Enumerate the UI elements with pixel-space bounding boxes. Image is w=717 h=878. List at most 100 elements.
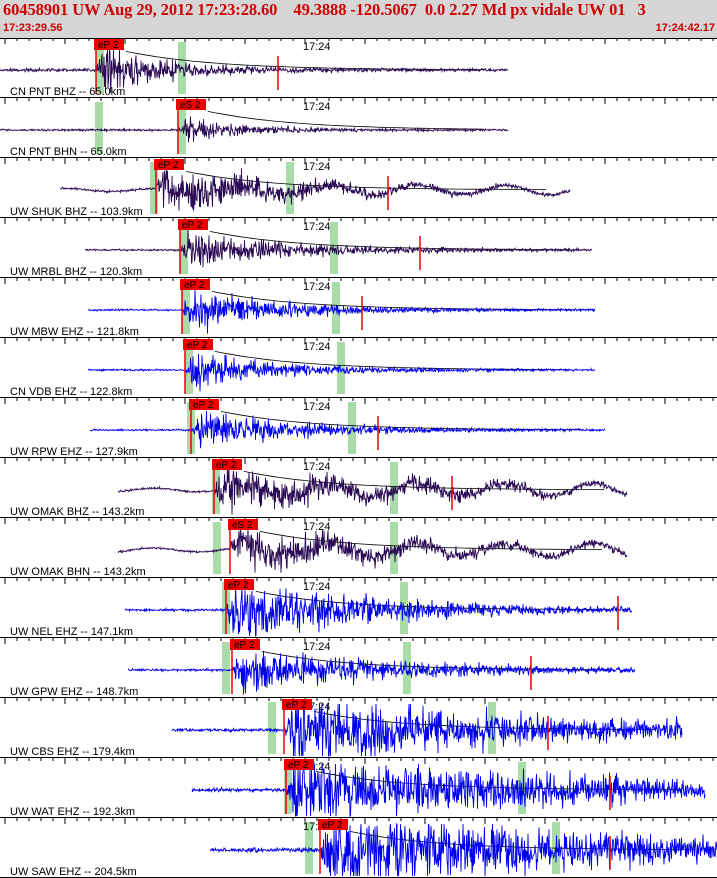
station-label: UW GPW EHZ -- 148.7km xyxy=(10,686,138,698)
pick-window xyxy=(348,402,356,454)
trace-panel[interactable]: 17:24 eP 2 CN PNT BHZ -- 65.0km xyxy=(0,38,717,98)
station-label: UW OMAK BHN -- 143.2km xyxy=(10,566,146,578)
waveform xyxy=(191,763,706,817)
minute-label: 17:24 xyxy=(303,41,331,53)
phase-pick-label: eP 2 xyxy=(182,220,203,231)
minute-label: 17:24 xyxy=(303,401,331,413)
waveform xyxy=(117,527,628,573)
station-label: CN PNT BHN -- 65.0km xyxy=(10,146,127,158)
trace-panel[interactable]: 17:24 eS 2 CN PNT BHN -- 65.0km xyxy=(0,98,717,158)
coda-curve xyxy=(313,711,656,730)
phase-pick-box[interactable] xyxy=(282,699,312,710)
station-label: UW CBS EHZ -- 179.4km xyxy=(10,746,135,758)
station-label: CN VDB EHZ -- 122.8km xyxy=(10,386,132,398)
phase-pick-box[interactable] xyxy=(176,99,206,110)
header-bar: 60458901 UW Aug 29, 2012 17:23:28.60 49.… xyxy=(0,0,717,38)
phase-pick-box[interactable] xyxy=(230,639,260,650)
station-label: CN PNT BHZ -- 65.0km xyxy=(10,86,125,98)
trace-panel[interactable]: 17:24 eP 2 UW NEL EHZ -- 147.1km xyxy=(0,578,717,638)
trace-panel[interactable]: 17:24 eP 2 UW RPW EHZ -- 127.9km xyxy=(0,398,717,458)
phase-pick-box[interactable] xyxy=(189,399,219,410)
phase-pick-label: eP 2 xyxy=(228,580,249,591)
coda-curve xyxy=(220,411,582,431)
minute-label: 17:24 xyxy=(303,641,331,653)
phase-pick-box[interactable] xyxy=(318,819,348,830)
pick-window xyxy=(337,342,345,394)
trace-panel[interactable]: 17:24 eP 2 UW GPW EHZ -- 148.7km xyxy=(0,638,717,698)
waveform xyxy=(117,463,628,515)
phase-pick-box[interactable] xyxy=(212,459,242,470)
trace-panel[interactable]: 17:24 eP 2 UW MBW EHZ -- 121.8km xyxy=(0,278,717,338)
waveform xyxy=(209,822,717,877)
trace-panel[interactable]: 17:24 eS 2 UW OMAK BHN -- 143.2km xyxy=(0,518,717,578)
station-label: UW MRBL BHZ -- 120.3km xyxy=(10,266,142,278)
waveform xyxy=(89,410,606,449)
pick-window xyxy=(403,642,411,694)
waveform xyxy=(171,703,683,757)
phase-pick-box[interactable] xyxy=(284,759,314,770)
phase-pick-label: eP 2 xyxy=(193,400,214,411)
station-label: UW OMAK BHZ -- 143.2km xyxy=(10,506,144,518)
waveform xyxy=(87,288,596,334)
waveform xyxy=(87,353,596,392)
phase-pick-label: eS 2 xyxy=(180,100,201,111)
pick-window xyxy=(268,702,276,754)
pick-window xyxy=(213,522,221,574)
pick-window xyxy=(222,642,230,694)
minute-label: 17:24 xyxy=(303,101,331,113)
station-label: UW NEL EHZ -- 147.1km xyxy=(10,626,133,638)
minute-label: 17:24 xyxy=(303,221,331,233)
phase-pick-label: eP 2 xyxy=(184,280,205,291)
phase-pick-label: eP 2 xyxy=(187,340,208,351)
coda-curve xyxy=(207,111,484,130)
coda-curve xyxy=(261,651,610,670)
pick-window xyxy=(330,222,338,274)
pick-window xyxy=(95,102,103,154)
minute-label: 17:24 xyxy=(303,521,331,533)
station-label: UW WAT EHZ -- 192.3km xyxy=(10,806,135,818)
phase-pick-label: eP 2 xyxy=(286,700,307,711)
waveform xyxy=(124,585,633,637)
phase-pick-label: eP 2 xyxy=(322,820,343,831)
waveform xyxy=(0,48,509,93)
trace-plot[interactable]: 17:24 eP 2 CN PNT BHZ -- 65.0km 17:24 eS 2 CN… xyxy=(0,38,717,878)
end-time: 17:24:42.17 xyxy=(655,22,715,34)
minute-label: 17:24 xyxy=(303,281,331,293)
waveform xyxy=(60,166,571,212)
phase-pick-box[interactable] xyxy=(180,279,210,290)
phase-pick-box[interactable] xyxy=(154,159,184,170)
trace-panel[interactable]: 17:24 eP 2 CN VDB EHZ -- 122.8km xyxy=(0,338,717,398)
waveform xyxy=(127,650,636,695)
trace-panel[interactable]: 17:24 eP 2 UW MRBL BHZ -- 120.3km xyxy=(0,218,717,278)
start-time: 17:23:29.56 xyxy=(3,22,63,34)
station-label: UW SHUK BHZ -- 103.9km xyxy=(10,206,143,218)
trace-panel[interactable]: 17:24 eP 2 UW OMAK BHZ -- 143.2km xyxy=(0,458,717,518)
phase-pick-box[interactable] xyxy=(94,39,124,50)
station-label: UW RPW EHZ -- 127.9km xyxy=(10,446,138,458)
event-title: 60458901 UW Aug 29, 2012 17:23:28.60 49.… xyxy=(3,0,646,19)
trace-panel[interactable]: 17:24 eP 2 UW SHUK BHZ -- 103.9km xyxy=(0,158,717,218)
minute-label: 17:24 xyxy=(303,581,331,593)
phase-pick-box[interactable] xyxy=(183,339,213,350)
minute-label: 17:24 xyxy=(303,461,331,473)
waveform xyxy=(0,116,509,143)
minute-label: 17:24 xyxy=(303,341,331,353)
waveform xyxy=(84,227,593,268)
phase-pick-label: eP 2 xyxy=(98,40,119,51)
station-label: UW SAW EHZ -- 204.5km xyxy=(10,866,137,878)
phase-pick-label: eS 2 xyxy=(232,520,253,531)
phase-pick-box[interactable] xyxy=(224,579,254,590)
phase-pick-label: eP 2 xyxy=(234,640,255,651)
minute-label: 17:24 xyxy=(303,161,331,173)
station-label: UW MBW EHZ -- 121.8km xyxy=(10,326,139,338)
phase-pick-label: eP 2 xyxy=(158,160,179,171)
phase-pick-label: eP 2 xyxy=(288,760,309,771)
phase-pick-label: eP 2 xyxy=(216,460,237,471)
phase-pick-box[interactable] xyxy=(178,219,208,230)
phase-pick-box[interactable] xyxy=(228,519,258,530)
pick-window xyxy=(286,162,294,214)
